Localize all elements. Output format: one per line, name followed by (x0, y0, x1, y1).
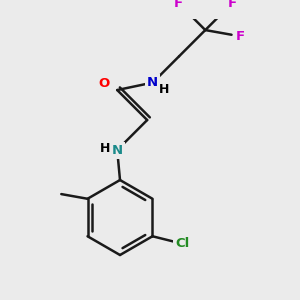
Text: N: N (112, 143, 123, 157)
Text: F: F (236, 30, 244, 43)
Text: F: F (228, 0, 237, 10)
Text: N: N (147, 76, 158, 89)
Text: H: H (159, 82, 169, 96)
Text: H: H (100, 142, 110, 155)
Text: F: F (174, 0, 183, 10)
Text: Cl: Cl (175, 237, 190, 250)
Text: O: O (98, 77, 110, 90)
